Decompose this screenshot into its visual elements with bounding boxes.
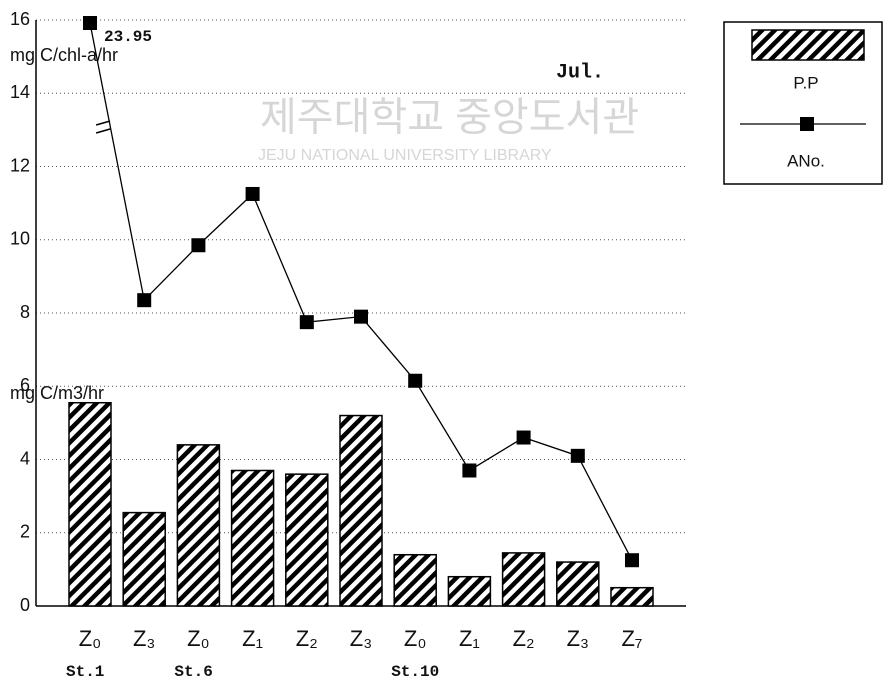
bar — [68, 401, 112, 607]
y-tick-label: 4 — [20, 448, 30, 468]
bar — [393, 553, 437, 607]
marker — [516, 430, 531, 445]
y-tick-label: 12 — [10, 155, 30, 175]
bar — [447, 575, 492, 607]
marker — [245, 186, 260, 201]
legend-label: P.P — [793, 73, 818, 92]
marker — [625, 553, 639, 568]
x-tick-label: Z₀ — [404, 626, 427, 651]
bar — [610, 586, 654, 607]
x-tick-label: Z₀ — [187, 626, 210, 651]
legend-marker — [800, 117, 814, 131]
x-tick-label: Z₂ — [513, 626, 535, 651]
axis-break — [95, 128, 111, 134]
y-label-upper: mg C/chl-a/hr — [10, 45, 118, 65]
bar — [339, 414, 383, 607]
x-tick-label: Z₃ — [133, 626, 155, 651]
axis-break — [95, 120, 111, 126]
legend-label: ANo. — [787, 151, 825, 170]
bar — [230, 469, 275, 607]
marker — [299, 315, 314, 330]
bar — [122, 511, 166, 607]
watermark: 제주대학교 중앙도서관 — [260, 96, 639, 140]
marker — [408, 373, 423, 388]
station-label: St.1 — [66, 663, 104, 681]
x-tick-label: Z₃ — [350, 626, 372, 651]
marker — [570, 448, 585, 463]
bar — [501, 552, 546, 607]
legend-swatch — [751, 29, 865, 61]
y-tick-label: 0 — [20, 595, 30, 615]
marker — [83, 16, 97, 30]
y-tick-label: 8 — [20, 302, 30, 322]
x-tick-label: Z₁ — [459, 626, 480, 651]
annotation: Jul. — [556, 61, 604, 84]
value-label: 23.95 — [104, 28, 152, 46]
x-tick-label: Z₃ — [567, 626, 589, 651]
bar — [176, 444, 221, 607]
y-tick-label: 16 — [10, 9, 30, 29]
x-tick-label: Z₁ — [242, 626, 263, 651]
watermark: JEJU NATIONAL UNIVERSITY LIBRARY — [258, 147, 552, 164]
y-tick-label: 10 — [10, 229, 30, 249]
legend-box — [723, 21, 883, 185]
marker — [354, 309, 368, 324]
x-tick-label: Z₂ — [296, 626, 318, 651]
marker — [191, 238, 206, 253]
y-tick-label: 2 — [20, 522, 30, 542]
marker — [462, 463, 477, 478]
bar — [285, 473, 329, 607]
bar — [556, 561, 600, 607]
marker — [137, 293, 152, 308]
y-tick-label: 14 — [10, 82, 30, 102]
station-label: St.10 — [391, 663, 439, 681]
x-tick-label: Z₇ — [621, 626, 642, 651]
y-label-lower: mg C/m3/hr — [10, 383, 104, 403]
x-tick-label: Z₀ — [79, 626, 102, 651]
y-tick-label: 6 — [20, 375, 30, 395]
station-label: St.6 — [174, 663, 212, 681]
